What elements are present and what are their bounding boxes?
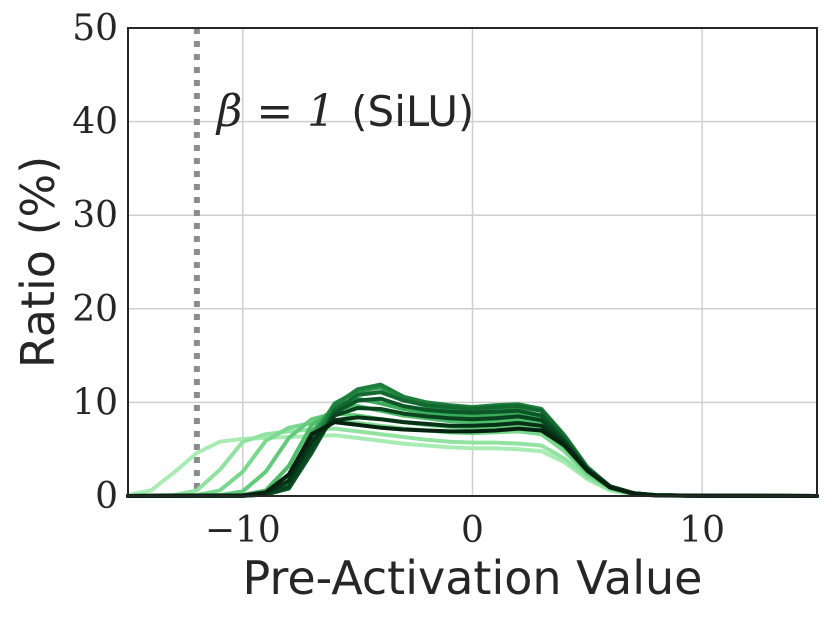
x-tick-label: 10 [679, 510, 725, 551]
x-axis-label: Pre-Activation Value [243, 551, 703, 605]
series-line-13 [126, 420, 819, 498]
plot-frame [127, 27, 818, 497]
x-tick-label: −10 [205, 510, 281, 551]
y-tick-label: 10 [72, 382, 118, 423]
y-tick-label: 20 [72, 289, 118, 330]
series-group [126, 382, 819, 498]
annotation: β = 1 (SiLU) [215, 86, 474, 137]
annotation-symbol: β = 1 [215, 86, 335, 137]
tick-labels: −10 0 10 0 10 20 30 40 50 [72, 8, 725, 551]
y-axis-label: Ratio (%) [11, 156, 65, 368]
annotation-text: (SiLU) [351, 87, 474, 136]
y-tick-label: 50 [72, 8, 118, 49]
y-tick-label: 40 [72, 102, 118, 143]
y-tick-label: 30 [72, 195, 118, 236]
x-tick-label: 0 [461, 510, 484, 551]
y-tick-label: 0 [95, 476, 118, 517]
